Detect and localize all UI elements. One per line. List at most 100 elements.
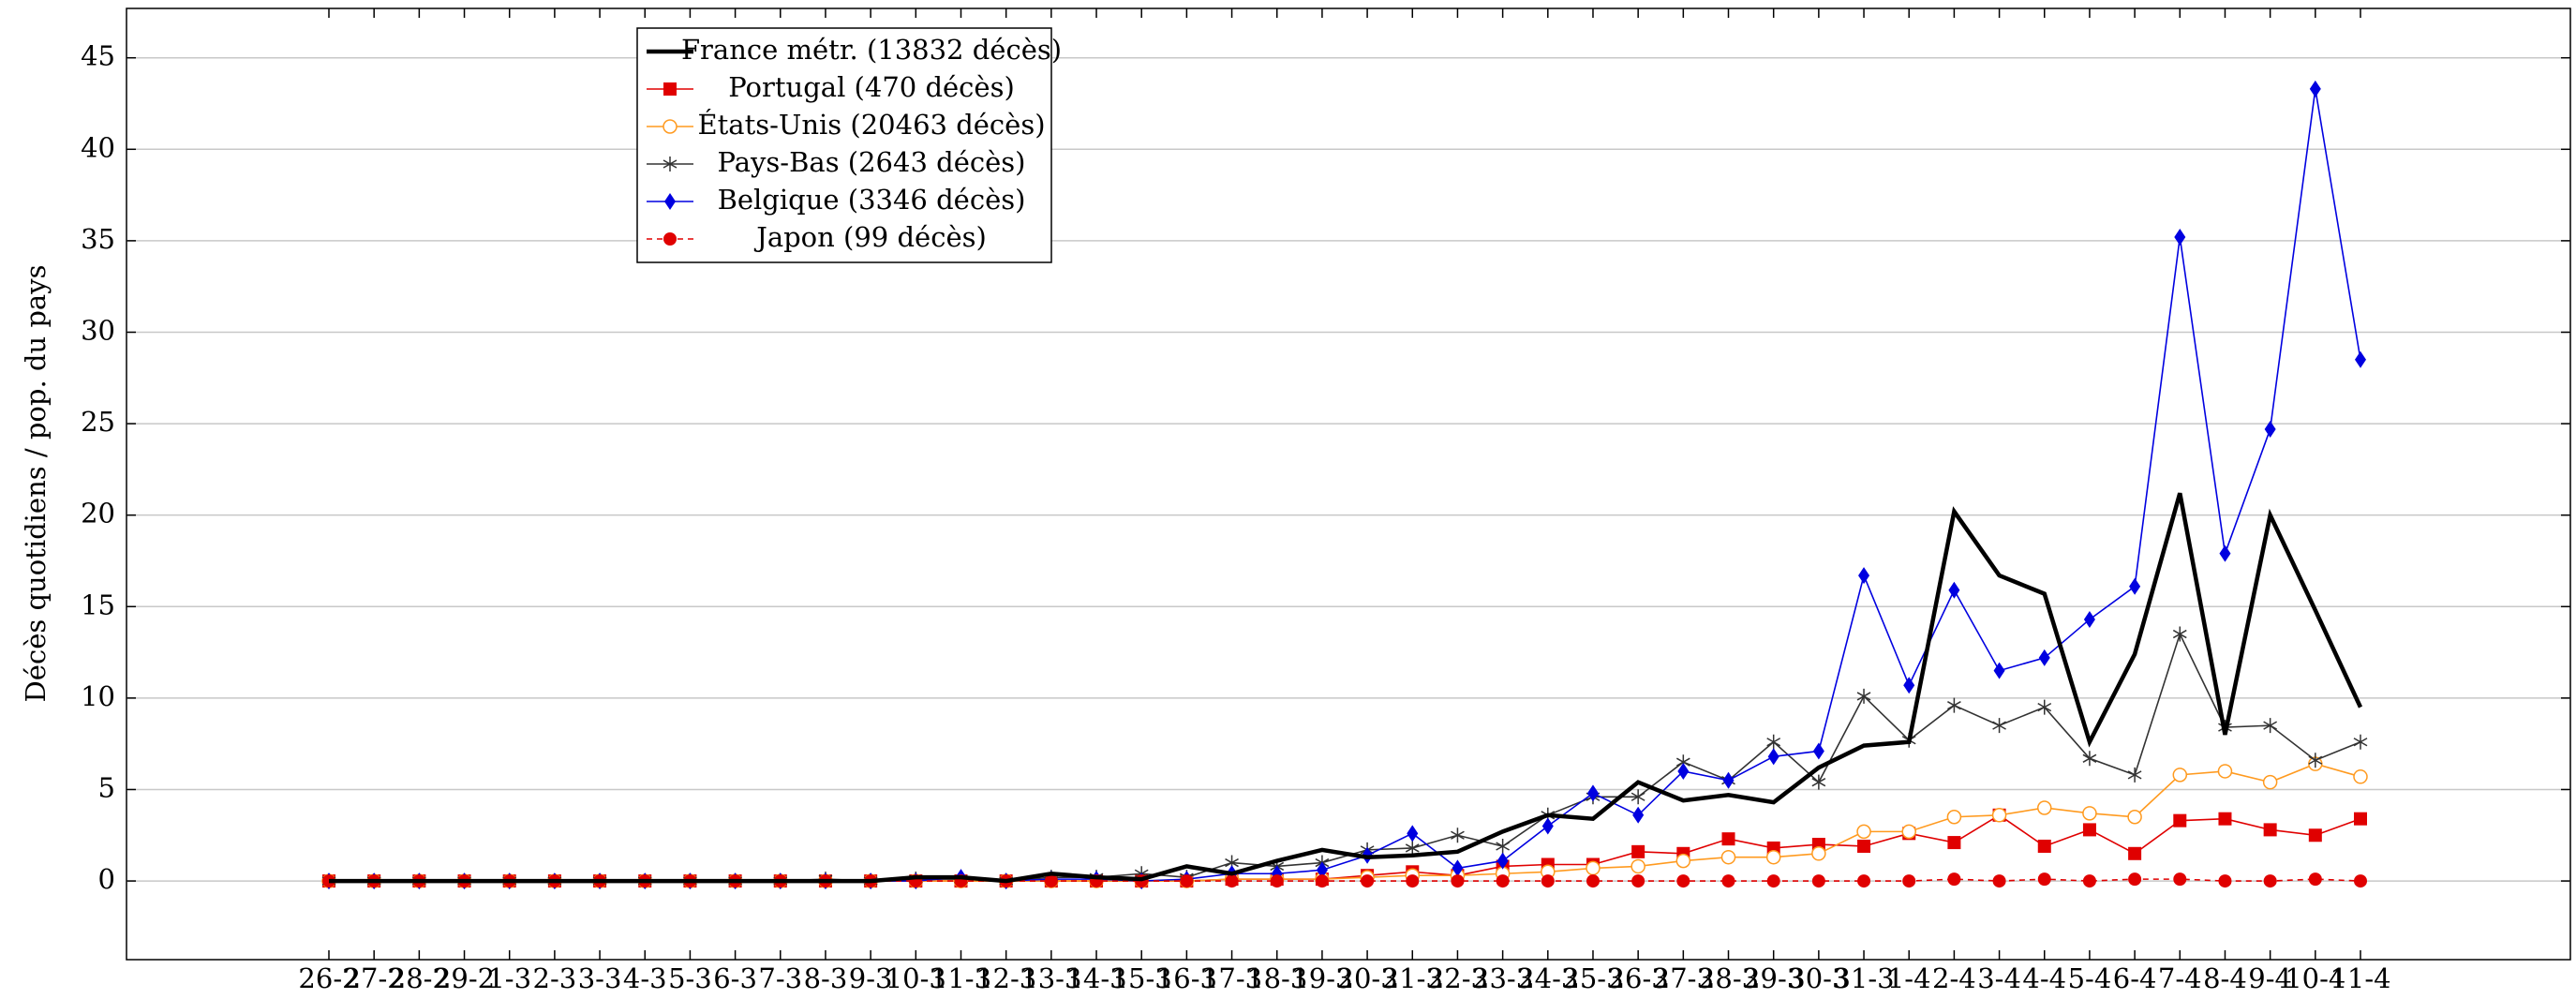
marker xyxy=(1406,874,1420,888)
marker xyxy=(1946,810,1962,825)
marker xyxy=(1766,874,1780,888)
x-tick-label: 27-2 xyxy=(344,962,405,994)
marker xyxy=(2037,699,2052,715)
legend-label: États-Unis (20463 décès) xyxy=(697,108,1045,141)
x-tick-label: 17-3 xyxy=(1201,962,1262,994)
y-tick-label: 5 xyxy=(98,771,115,803)
x-tick-label: 5-3 xyxy=(668,962,712,994)
marker xyxy=(2174,228,2186,246)
legend-box xyxy=(636,27,1052,263)
marker xyxy=(1948,581,1960,599)
marker xyxy=(1631,874,1645,888)
marker xyxy=(2082,874,2096,888)
marker xyxy=(2172,626,2187,642)
marker xyxy=(2128,872,2142,887)
marker xyxy=(1496,838,1510,854)
marker xyxy=(1856,824,1871,840)
marker xyxy=(1991,808,2007,823)
y-tick-label: 10 xyxy=(81,680,115,712)
marker xyxy=(663,119,678,134)
marker xyxy=(1902,874,1916,888)
x-tick-label: 9-4 xyxy=(2248,962,2292,994)
marker xyxy=(1270,874,1284,888)
marker xyxy=(1677,762,1690,780)
x-tick-label: 3-4 xyxy=(1977,962,2021,994)
marker xyxy=(1586,784,1599,802)
marker xyxy=(1721,874,1735,888)
x-tick-label: 12-3 xyxy=(975,962,1036,994)
x-tick-label: 27-3 xyxy=(1653,962,1714,994)
marker xyxy=(2082,751,2097,767)
x-tick-label: 30-3 xyxy=(1788,962,1849,994)
marker xyxy=(2354,874,2367,888)
x-tick-label: 16-3 xyxy=(1156,962,1217,994)
marker xyxy=(2218,812,2232,826)
x-tick-label: 11-3 xyxy=(931,962,991,994)
marker xyxy=(2308,872,2322,887)
series-line xyxy=(329,492,2363,884)
x-tick-label: 7-4 xyxy=(2158,962,2202,994)
x-tick-label: 8-3 xyxy=(804,962,848,994)
marker xyxy=(1993,662,2005,679)
marker xyxy=(1947,697,1961,713)
x-tick-label: 28-3 xyxy=(1698,962,1759,994)
x-tick-label: 10-3 xyxy=(886,962,946,994)
marker xyxy=(2082,823,2096,837)
x-tick-label: 18-3 xyxy=(1246,962,1307,994)
marker xyxy=(2037,839,2051,853)
x-tick-label: 26-3 xyxy=(1608,962,1669,994)
x-tick-label: 6-4 xyxy=(2113,962,2157,994)
marker xyxy=(2129,577,2141,595)
marker xyxy=(2082,806,2097,821)
marker xyxy=(1451,874,1465,888)
x-tick-label: 23-3 xyxy=(1472,962,1533,994)
plot-frame xyxy=(126,7,2571,961)
y-tick-label: 35 xyxy=(81,223,115,255)
x-tick-label: 25-3 xyxy=(1562,962,1623,994)
marker xyxy=(1858,567,1870,585)
x-tick-label: 26-2 xyxy=(298,962,359,994)
marker xyxy=(1405,840,1420,856)
marker xyxy=(1315,874,1329,888)
marker xyxy=(1856,688,1871,704)
marker xyxy=(2308,828,2322,842)
x-tick-label: 10-4 xyxy=(2285,962,2345,994)
series-line xyxy=(329,813,2361,882)
marker xyxy=(1811,874,1825,888)
x-tick-label: 31-3 xyxy=(1833,962,1894,994)
y-tick-label: 20 xyxy=(81,498,115,529)
marker xyxy=(1720,849,1736,865)
marker xyxy=(2263,823,2277,837)
marker xyxy=(1947,872,1961,887)
marker xyxy=(2262,774,2278,790)
marker xyxy=(2127,810,2142,825)
x-tick-label: 3-3 xyxy=(578,962,622,994)
marker xyxy=(1586,874,1600,888)
x-tick-label: 20-3 xyxy=(1337,962,1398,994)
marker xyxy=(1630,789,1645,805)
marker xyxy=(1811,774,1826,790)
marker xyxy=(2309,80,2321,97)
x-tick-label: 14-3 xyxy=(1065,962,1126,994)
x-tick-label: 15-3 xyxy=(1111,962,1172,994)
marker xyxy=(1632,806,1645,824)
marker xyxy=(1992,874,2006,888)
x-tick-label: 2-3 xyxy=(533,962,577,994)
marker xyxy=(2037,800,2052,815)
marker xyxy=(2218,874,2232,888)
legend-label: Pays-Bas (2643 décès) xyxy=(718,146,1026,178)
marker xyxy=(1541,874,1555,888)
marker xyxy=(1044,874,1058,888)
y-tick-label: 30 xyxy=(81,314,115,346)
marker xyxy=(1586,860,1601,876)
x-tick-label: 1-4 xyxy=(1887,962,1931,994)
marker xyxy=(1675,853,1691,869)
x-tick-label: 29-2 xyxy=(434,962,495,994)
marker xyxy=(1316,861,1328,879)
y-tick-label: 15 xyxy=(81,589,115,620)
x-tick-label: 21-3 xyxy=(1382,962,1443,994)
marker xyxy=(1496,852,1509,870)
y-tick-label: 40 xyxy=(81,131,115,163)
marker xyxy=(664,193,676,210)
marker xyxy=(2353,734,2368,750)
